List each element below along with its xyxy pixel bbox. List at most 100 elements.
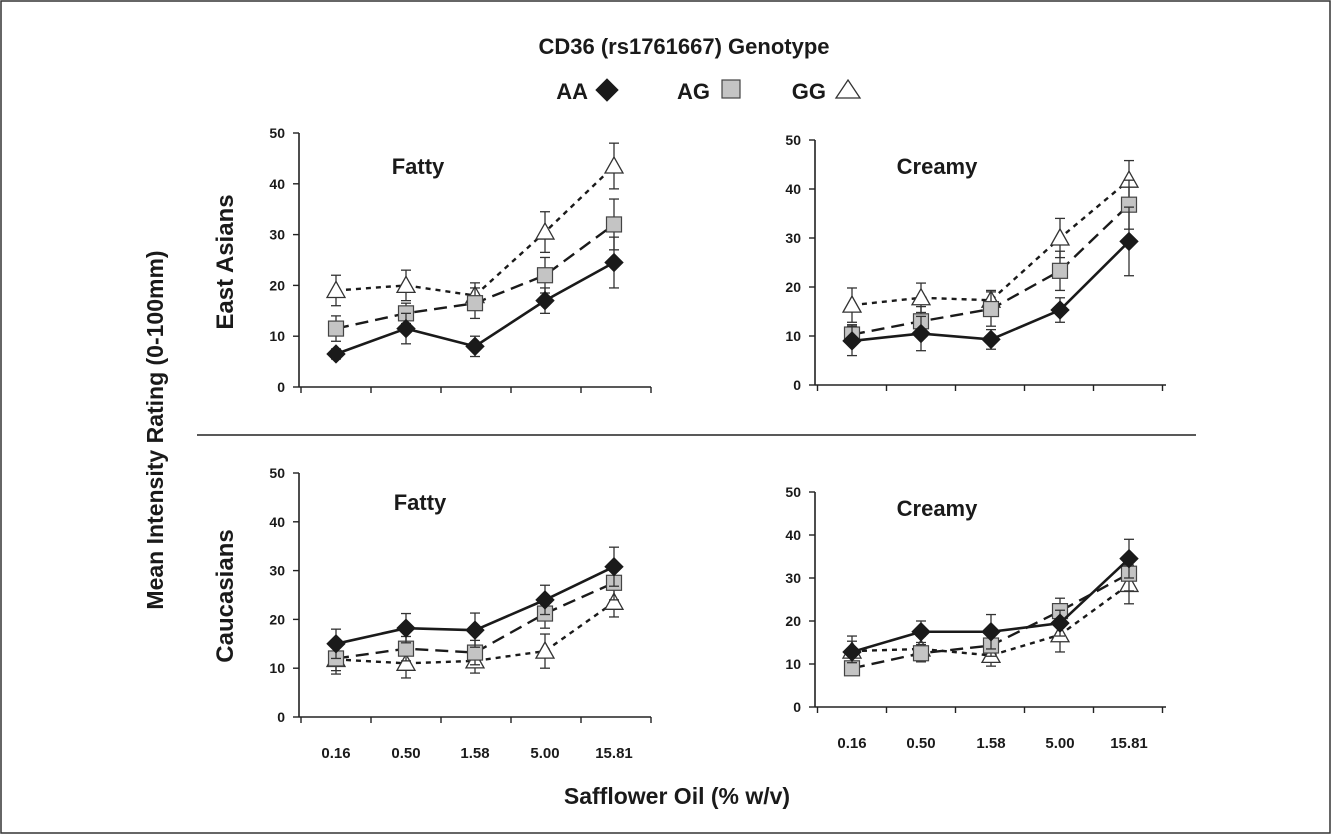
y-tick-label: 40 [785,527,801,543]
data-point-gg [910,287,932,306]
panels: Fatty 0 10 20 30 40 50 Creamy 0 10 20 30 40 50 Fatty 0 1… [269,125,1166,762]
data-point-aa [1119,548,1139,569]
panel-title: Creamy [897,496,978,521]
x-tick-label: 1.58 [976,735,1005,752]
series-aa [842,206,1139,357]
data-point-aa [1050,613,1070,633]
x-tick-label: 1.58 [460,745,489,762]
legend-label-ag: AG [677,79,710,104]
legend-label-gg: GG [792,79,826,104]
data-point-gg [1049,227,1071,246]
legend: AA AG GG [556,78,862,104]
y-tick-label: 10 [269,660,285,676]
x-tick-label: 15.81 [1110,735,1148,752]
y-tick-label: 20 [269,611,285,627]
y-tick-label: 0 [277,709,285,725]
y-tick-label: 30 [269,227,285,243]
series-aa [326,546,624,660]
x-axis-label: Safflower Oil (% w/v) [564,783,790,809]
x-tick-label: 5.00 [530,745,559,762]
y-tick-label: 30 [785,570,801,586]
data-point-aa [911,622,931,642]
data-point-aa [465,620,485,640]
y-tick-label: 50 [269,465,285,481]
y-tick-label: 20 [269,277,285,293]
chart-panel: Creamy 0 10 20 30 40 50 [785,132,1166,393]
data-point-aa [535,590,555,610]
x-tick-label: 5.00 [1045,735,1074,752]
group-label-east-asians: East Asians [212,194,239,329]
data-point-ag [466,295,484,312]
data-point-aa [842,331,862,351]
chart-panel: Creamy 0 10 20 30 40 50 0.16 0.50 1.58 5.00 15.81 [785,484,1166,752]
y-tick-label: 50 [785,484,801,500]
series-aa [326,236,624,364]
data-point-ag [912,645,930,662]
y-tick-label: 40 [269,514,285,530]
y-tick-label: 50 [785,132,801,148]
chart-panel: Fatty 0 10 20 30 40 50 0.16 0.50 1.58 5.00 15.81 [269,465,652,762]
data-point-aa [535,290,555,311]
legend-label-aa: AA [556,79,588,104]
data-point-gg [841,294,863,313]
y-axis-label: Mean Intensity Rating (0-100mm) [142,250,168,609]
data-point-aa [396,618,416,638]
legend-marker-ag [721,79,741,99]
legend-marker-gg [834,78,862,99]
data-point-ag [605,216,623,233]
group-label-caucasians: Caucasians [212,529,239,662]
data-point-aa [911,323,931,344]
data-point-aa [981,622,1001,642]
data-point-aa [604,252,624,273]
data-point-gg [603,155,625,174]
data-point-aa [1050,300,1070,320]
x-tick-label: 0.16 [837,735,866,752]
y-tick-label: 10 [785,328,801,344]
series-line [335,581,615,660]
y-tick-label: 20 [785,279,801,295]
data-point-ag [982,300,1000,318]
data-point-gg [325,280,347,299]
y-tick-label: 10 [269,328,285,344]
x-tick-label: 0.16 [321,745,350,762]
data-point-aa [604,556,624,577]
data-point-aa [981,329,1001,350]
chart-panel: Fatty 0 10 20 30 40 50 [269,125,652,395]
series-line [851,179,1130,307]
panel-title: Creamy [897,154,978,179]
series-aa [842,538,1139,664]
data-point-aa [326,634,346,654]
data-point-aa [465,336,485,357]
x-tick-label: 15.81 [595,745,633,762]
data-point-gg [534,640,556,659]
data-point-aa [1119,231,1139,252]
data-point-aa [326,344,346,364]
legend-marker-aa [595,78,619,102]
y-tick-label: 50 [269,125,285,141]
panel-title: Fatty [392,154,445,179]
data-point-gg [395,275,417,294]
y-tick-label: 0 [277,379,285,395]
data-point-aa [842,642,862,662]
data-point-ag [1051,262,1069,279]
data-point-gg [395,652,417,671]
x-tick-label: 0.50 [906,735,935,752]
figure-title: CD36 (rs1761667) Genotype [538,34,829,59]
x-tick-label: 0.50 [391,745,420,762]
data-point-gg [603,591,625,610]
y-tick-label: 40 [269,176,285,192]
y-tick-label: 40 [785,181,801,197]
data-point-aa [396,318,416,339]
y-tick-label: 0 [793,699,801,715]
data-point-gg [534,221,556,240]
panel-title: Fatty [394,490,447,515]
data-point-ag [327,320,345,337]
y-tick-label: 20 [785,613,801,629]
data-point-ag [536,267,554,284]
y-tick-label: 0 [793,377,801,393]
y-tick-label: 30 [269,563,285,579]
y-tick-label: 30 [785,230,801,246]
